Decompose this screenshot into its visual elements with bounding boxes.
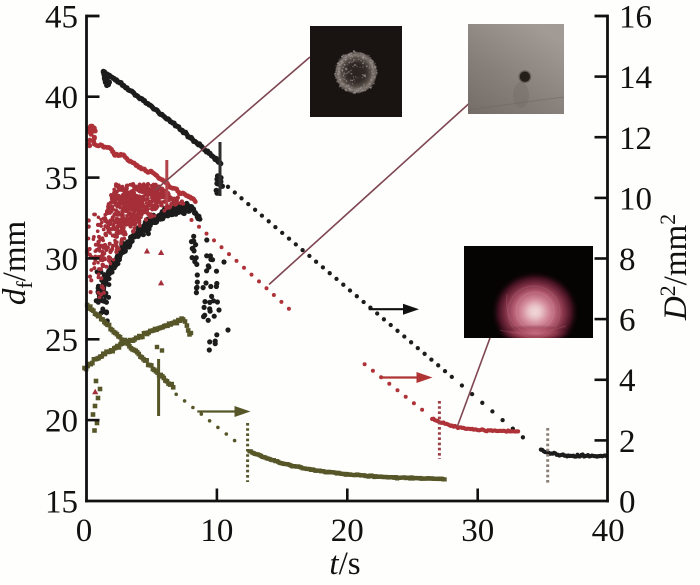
svg-text:12: 12 — [619, 121, 652, 157]
svg-text:14: 14 — [619, 60, 652, 96]
svg-text:t/s: t/s — [329, 546, 360, 582]
svg-text:D2/mm2: D2/mm2 — [655, 214, 694, 321]
svg-text:0: 0 — [619, 485, 636, 521]
svg-text:2: 2 — [619, 424, 636, 460]
svg-text:16: 16 — [619, 0, 652, 36]
svg-text:40: 40 — [45, 80, 78, 116]
svg-text:15: 15 — [45, 485, 78, 521]
svg-text:10: 10 — [200, 513, 233, 549]
svg-text:6: 6 — [619, 303, 636, 339]
svg-text:40: 40 — [592, 513, 625, 549]
svg-text:0: 0 — [76, 513, 93, 549]
svg-text:45: 45 — [45, 0, 78, 35]
svg-text:20: 20 — [331, 513, 364, 549]
svg-text:4: 4 — [619, 363, 636, 399]
svg-text:df/mm: df/mm — [0, 221, 37, 306]
svg-text:8: 8 — [619, 242, 636, 278]
svg-text:30: 30 — [45, 242, 78, 278]
svg-text:10: 10 — [619, 181, 652, 217]
svg-text:35: 35 — [45, 161, 78, 197]
svg-text:30: 30 — [461, 513, 494, 549]
svg-text:25: 25 — [45, 323, 78, 359]
svg-text:20: 20 — [45, 404, 78, 440]
